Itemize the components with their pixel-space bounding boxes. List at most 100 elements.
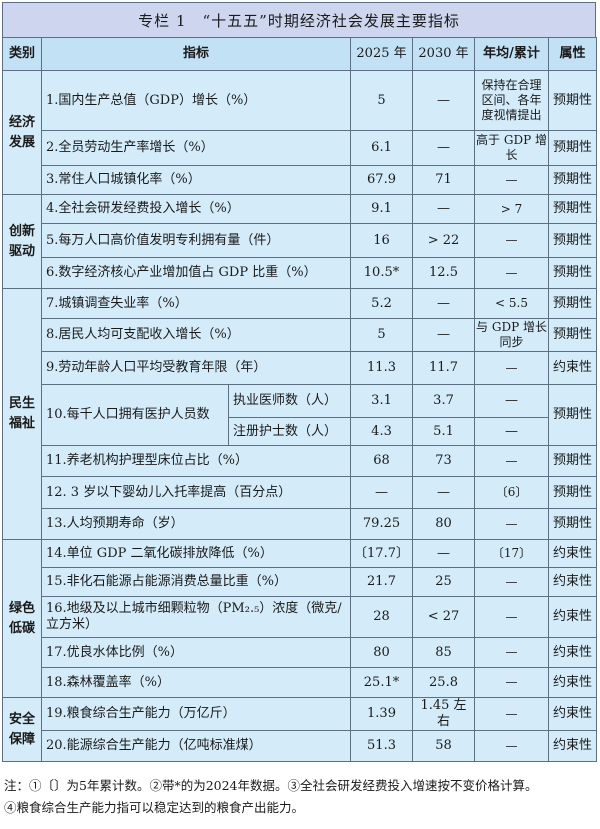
value-annual: —	[474, 508, 550, 540]
sub-indicator-cell: 注册护士数（人）	[227, 417, 352, 446]
category-cell: 经济发展	[2, 70, 42, 195]
value-2025: 80	[350, 637, 414, 668]
value-annual: —	[474, 667, 550, 698]
value-2025: 6.1	[350, 130, 414, 166]
value-annual: 保持在合理区间、各年度视情提出	[474, 70, 550, 131]
header-category: 类别	[2, 37, 42, 71]
value-annual: —	[474, 223, 550, 258]
value-2025: 5.2	[350, 288, 414, 319]
attribute-cell: 约束性	[548, 637, 598, 668]
sub-indicator-cell: 执业医师数（人）	[227, 384, 352, 418]
value-annual: 与 GDP 增长同步	[474, 318, 550, 352]
value-2025: 〔17.7〕	[350, 539, 414, 568]
value-2025: 16	[350, 223, 414, 258]
note-line: ④粮食综合生产能力指可以稳定达到的粮食产出能力。	[4, 800, 305, 815]
table-notes: 注：①〔〕为5年累计数。②带*的为2024年数据。③全社会研发经费投入增速按不变…	[4, 775, 598, 819]
value-annual: —	[474, 567, 550, 597]
value-2030: 58	[412, 730, 476, 762]
attribute-cell: 预期性	[548, 288, 598, 319]
category-cell: 安全保障	[2, 697, 42, 762]
value-annual: —	[474, 257, 550, 289]
indicator-cell: 19.粮食综合生产能力（万亿斤）	[40, 697, 352, 731]
attribute-cell: 约束性	[548, 596, 598, 638]
table-title: 专栏 1 “十五五”时期经济社会发展主要指标	[2, 2, 596, 37]
value-2025: 51.3	[350, 730, 414, 762]
attribute-cell: 预期性	[548, 257, 598, 289]
indicator-cell: 5.每万人口高价值发明专利拥有量（件）	[40, 223, 352, 258]
value-2025: 4.3	[350, 417, 414, 446]
value-2030: 25	[412, 567, 476, 597]
value-2025: 5	[350, 70, 414, 131]
table-row: 10.每千人口拥有医护人员数 执业医师数（人） 3.1 3.7— 预期性	[3, 384, 598, 446]
value-annual: 〔6〕	[474, 476, 550, 509]
table-row: 绿色低碳 14.单位 GDP 二氧化碳排放降低（%） 〔17.7〕 — 〔17〕 约束性	[2, 539, 598, 698]
value-2030: 73	[412, 445, 476, 477]
attribute-cell: 预期性	[548, 70, 598, 131]
indicator-cell: 16.地级及以上城市细颗粒物（PM₂.₅）浓度（微克/立方米）	[40, 596, 352, 638]
table-row: 15.非化石能源占能源消费总量比重（%） 21.7 25— 约束性	[3, 567, 598, 597]
value-2030: 85	[412, 637, 476, 668]
attribute-cell: 预期性	[548, 445, 598, 477]
value-2025: 1.39	[350, 697, 414, 731]
value-2030: 25.8	[412, 667, 476, 698]
indicator-cell: 20.能源综合生产能力（亿吨标准煤）	[40, 730, 352, 762]
value-annual: —	[474, 596, 550, 638]
indicator-cell: 12. 3 岁以下婴幼儿入托率提高（百分点）	[40, 476, 352, 509]
attribute-cell: 预期性	[548, 194, 598, 224]
table-row: 20.能源综合生产能力（亿吨标准煤） 51.3 58— 约束性	[3, 730, 598, 762]
value-2025: 3.1	[350, 384, 414, 418]
value-annual: —	[474, 417, 550, 446]
value-annual: —	[474, 730, 550, 762]
value-annual: —	[474, 697, 550, 731]
value-annual: —	[474, 445, 550, 477]
value-2030: —	[412, 539, 476, 568]
attribute-cell: 预期性	[548, 318, 598, 352]
value-2030: —	[412, 318, 476, 352]
header-2025: 2025 年	[350, 37, 414, 71]
value-annual: < 5.5	[474, 288, 550, 319]
indicator-cell: 6.数字经济核心产业增加值占 GDP 比重（%）	[40, 257, 352, 289]
value-2030: —	[412, 476, 476, 509]
value-2030: 71	[412, 165, 476, 195]
attribute-cell: 约束性	[548, 667, 598, 698]
value-2025: 79.25	[350, 508, 414, 540]
attribute-cell: 约束性	[548, 730, 598, 762]
value-annual: > 7	[474, 194, 550, 224]
table-row: 11.养老机构护理型床位占比（%） 68 73— 预期性	[3, 445, 598, 477]
table-row: 13.人均预期寿命（岁） 79.25 80— 预期性	[3, 508, 598, 540]
indicator-cell: 15.非化石能源占能源消费总量比重（%）	[40, 567, 352, 597]
attribute-cell: 约束性	[548, 351, 598, 385]
table-row: 16.地级及以上城市细颗粒物（PM₂.₅）浓度（微克/立方米） 28 < 27— 约束…	[3, 596, 598, 638]
value-2030: 1.45 左右	[412, 697, 476, 731]
value-2025: —	[350, 476, 414, 509]
table-row: 17.优良水体比例（%） 80 85— 约束性	[3, 637, 598, 668]
indicator-cell: 14.单位 GDP 二氧化碳排放降低（%）	[40, 539, 352, 568]
table-row: 18.森林覆盖率（%） 25.1* 25.8— 约束性	[3, 667, 598, 698]
value-2025: 5	[350, 318, 414, 352]
value-2025: 11.3	[350, 351, 414, 385]
value-2030: 3.7	[412, 384, 476, 418]
indicator-cell: 3.常住人口城镇化率（%）	[40, 165, 352, 195]
indicator-cell: 1.国内生产总值（GDP）增长（%）	[40, 70, 352, 131]
table-row: 安全保障 19.粮食综合生产能力（万亿斤） 1.39 1.45 左右 — 约束性	[2, 697, 598, 762]
value-2025: 10.5*	[350, 257, 414, 289]
header-attribute: 属性	[548, 37, 598, 71]
value-annual: —	[474, 384, 550, 418]
note-line: 注：①〔〕为5年累计数。②带*的为2024年数据。③全社会研发经费投入增速按不变…	[4, 778, 538, 793]
attribute-cell: 约束性	[548, 697, 598, 731]
table-row: 9.劳动年龄人口平均受教育年限（年） 11.3 11.7— 约束性	[3, 351, 598, 385]
attribute-cell: 约束性	[548, 539, 598, 568]
table-row: 创新驱动 4.全社会研发经费投入增长（%） 9.1— > 7 预期性	[2, 194, 598, 289]
header-2030: 2030 年	[412, 37, 476, 71]
value-2025: 68	[350, 445, 414, 477]
value-2030: 80	[412, 508, 476, 540]
table-row: 经济发展 1.国内生产总值（GDP）增长（%） 5— 保持在合理区间、各年度视情提出预…	[2, 70, 598, 195]
value-annual: —	[474, 351, 550, 385]
value-2030: —	[412, 70, 476, 131]
indicator-table-panel: 专栏 1 “十五五”时期经济社会发展主要指标 类别 指标 2025 年 2030…	[2, 2, 598, 762]
value-2025: 21.7	[350, 567, 414, 597]
value-2030: < 27	[412, 596, 476, 638]
attribute-cell: 预期性	[548, 508, 598, 540]
value-2025: 9.1	[350, 194, 414, 224]
indicator-cell: 4.全社会研发经费投入增长（%）	[40, 194, 352, 224]
